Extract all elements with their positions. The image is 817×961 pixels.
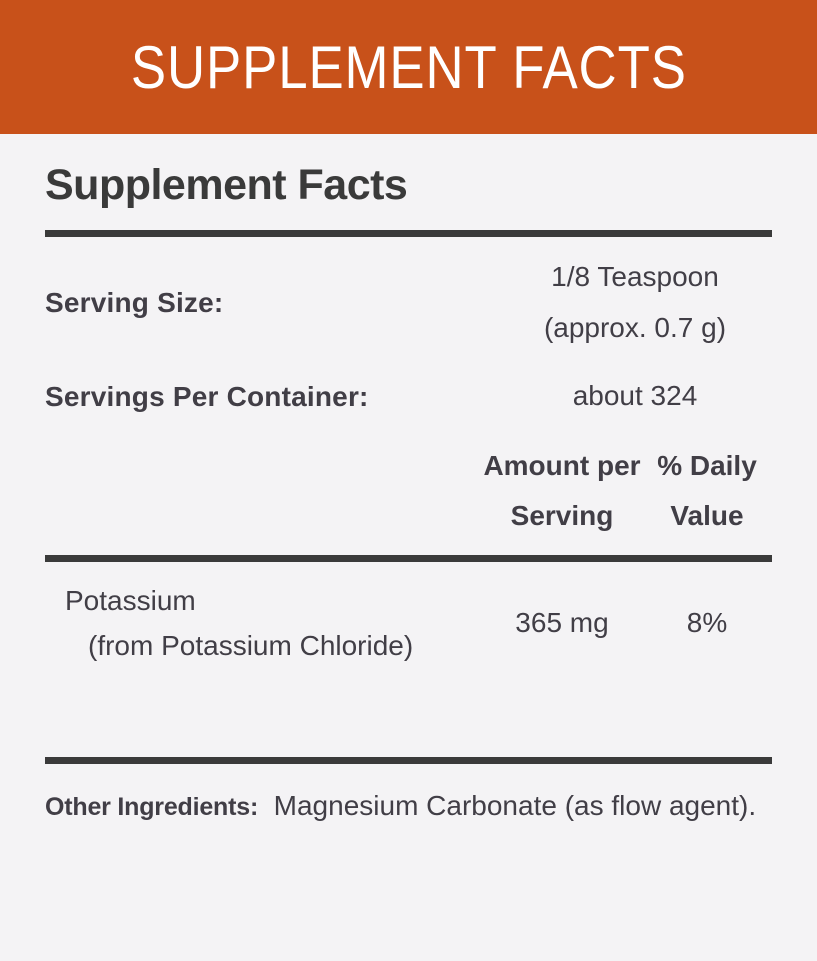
serving-size-value-line2: (approx. 0.7 g) (543, 312, 727, 344)
nutrient-name: Potassium (65, 584, 196, 616)
servings-per-container-value: about 324 (572, 380, 698, 412)
serving-size-value: 1/8 Teaspoon (approx. 0.7 g) (498, 252, 772, 354)
amount-per-serving-header-text: Amount per Serving (483, 449, 641, 532)
table-row-potassium: Potassium (from Potassium Chloride) 365 … (45, 578, 772, 758)
daily-value-header-text: % Daily Value (657, 449, 757, 532)
daily-value-header: % Daily Value (642, 441, 772, 542)
divider-bottom (45, 757, 772, 765)
other-ingredients: Other Ingredients: Magnesium Carbonate (… (45, 780, 772, 832)
serving-size-label: Serving Size: (45, 287, 224, 319)
panel-heading: Supplement Facts (45, 161, 408, 209)
amount-per-serving-header: Amount per Serving (482, 441, 642, 542)
divider-top (45, 230, 772, 238)
banner-title: SUPPLEMENT FACTS (130, 33, 687, 101)
servings-per-container-row: Servings Per Container: about 324 (45, 378, 772, 414)
panel-body: Supplement Facts Serving Size: 1/8 Teasp… (0, 161, 817, 832)
serving-size-value-line1: 1/8 Teaspoon (551, 261, 719, 293)
other-ingredients-text: Magnesium Carbonate (as flow agent). (273, 790, 757, 822)
nutrient-daily-value: 8% (686, 607, 728, 639)
banner: SUPPLEMENT FACTS (0, 0, 817, 134)
servings-per-container-label: Servings Per Container: (45, 380, 369, 412)
nutrient-source: (from Potassium Chloride) (88, 630, 414, 662)
divider-middle (45, 554, 772, 562)
other-ingredients-label: Other Ingredients: (45, 793, 259, 822)
table-header-row: Amount per Serving % Daily Value (45, 441, 772, 542)
nutrient-name-cell: Potassium (from Potassium Chloride) (45, 578, 482, 670)
serving-size-row: Serving Size: 1/8 Teaspoon (approx. 0.7 … (45, 252, 772, 354)
nutrient-amount: 365 mg (515, 607, 609, 639)
